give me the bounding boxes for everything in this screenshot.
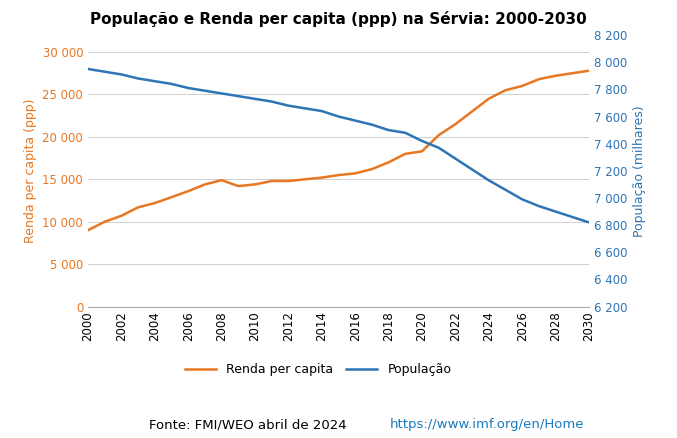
Renda per capita [535,77,543,82]
População [502,187,510,192]
Renda per capita [201,182,209,187]
População [101,69,109,74]
Renda per capita [468,109,476,114]
Renda per capita [452,121,460,127]
População [334,114,343,119]
Renda per capita [134,205,142,210]
Line: População: População [88,69,589,223]
Renda per capita [385,160,393,165]
População [401,130,410,135]
População [184,85,192,91]
Renda per capita [401,151,410,156]
Renda per capita [351,171,359,176]
População [151,78,159,84]
Renda per capita [217,177,225,183]
Renda per capita [251,182,259,187]
Renda per capita [117,213,125,219]
Text: Fonte: FMI/WEO abril de 2024: Fonte: FMI/WEO abril de 2024 [149,418,351,431]
Y-axis label: População (milhares): População (milhares) [633,105,646,237]
População [485,178,493,183]
Renda per capita [184,188,192,194]
População [134,76,142,81]
Renda per capita [318,175,326,180]
População [535,204,543,209]
População [518,197,526,202]
População [452,156,460,161]
População [251,96,259,102]
Renda per capita [418,148,426,154]
Renda per capita [84,228,92,233]
Legend: Renda per capita, População: Renda per capita, População [180,358,456,381]
População [552,209,560,214]
Renda per capita [267,178,276,184]
População [301,106,309,111]
Text: https://www.imf.org/en/Home: https://www.imf.org/en/Home [389,418,584,431]
Y-axis label: Renda per capita (ppp): Renda per capita (ppp) [24,99,37,243]
Renda per capita [234,184,242,189]
População [217,91,225,96]
População [368,122,376,127]
População [385,127,393,133]
Renda per capita [502,88,510,93]
Renda per capita [485,96,493,101]
Renda per capita [151,201,159,206]
Renda per capita [552,73,560,78]
Renda per capita [568,71,576,76]
Renda per capita [334,173,343,178]
População [234,93,242,99]
Renda per capita [167,194,175,200]
População [84,67,92,72]
Renda per capita [301,177,309,182]
População [435,145,443,150]
Title: População e Renda per capita (ppp) na Sérvia: 2000-2030: População e Renda per capita (ppp) na Sé… [90,11,587,27]
População [201,88,209,93]
População [468,167,476,172]
Renda per capita [435,133,443,138]
Renda per capita [284,178,292,184]
População [351,118,359,123]
População [318,109,326,114]
Renda per capita [518,83,526,88]
População [267,99,276,104]
População [418,138,426,144]
Renda per capita [101,219,109,224]
População [585,220,593,225]
Renda per capita [585,68,593,73]
Renda per capita [368,166,376,172]
Line: Renda per capita: Renda per capita [88,71,589,230]
População [284,103,292,108]
População [167,81,175,87]
População [568,214,576,219]
População [117,72,125,77]
